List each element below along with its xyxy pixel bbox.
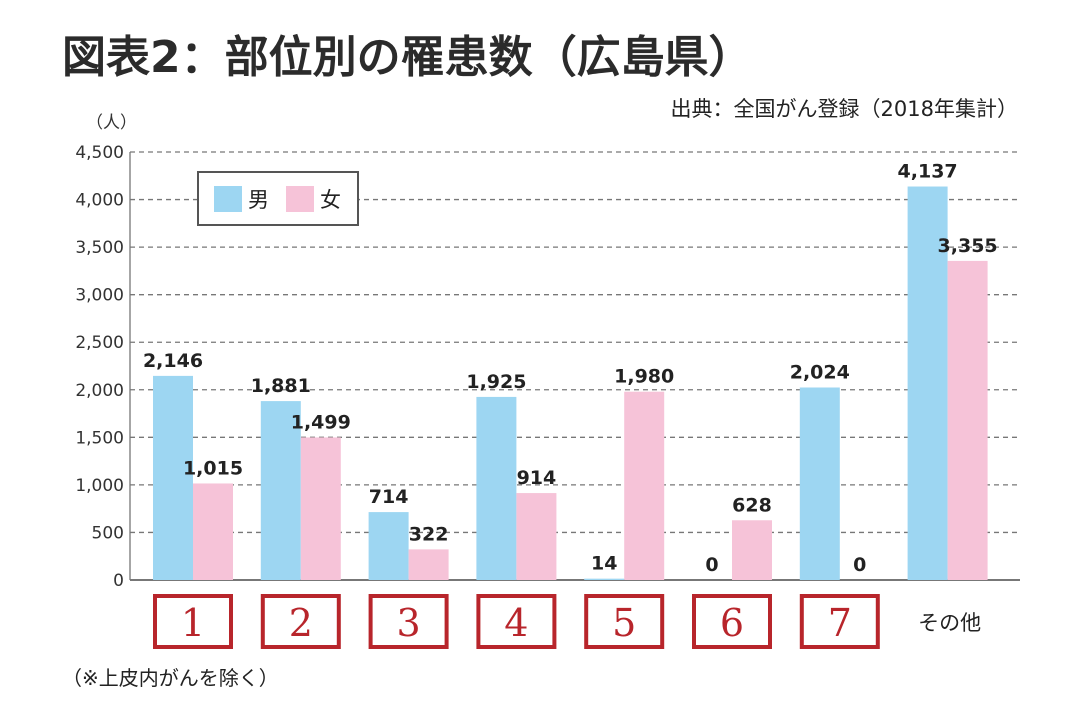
legend: 男 女 bbox=[197, 171, 359, 226]
category-box bbox=[476, 594, 557, 649]
category-box bbox=[153, 594, 233, 649]
bar-female-4 bbox=[516, 493, 557, 580]
y-tick-label: 3,000 bbox=[75, 286, 124, 306]
y-axis-unit: （人） bbox=[86, 113, 137, 133]
data-label: 0 bbox=[705, 554, 718, 576]
y-tick-label: 1,000 bbox=[75, 476, 124, 496]
bar-male-1 bbox=[153, 375, 193, 580]
data-label: 322 bbox=[409, 523, 449, 545]
data-label: 714 bbox=[369, 486, 409, 508]
data-label: 1,925 bbox=[466, 371, 526, 393]
bar-female-1 bbox=[193, 483, 233, 580]
bar-male-7 bbox=[799, 387, 840, 580]
data-label: 0 bbox=[853, 554, 866, 576]
y-tick-label: 4,000 bbox=[75, 191, 124, 211]
bar-female-8 bbox=[947, 260, 988, 580]
category-label: その他 bbox=[918, 611, 981, 635]
bar-male-4 bbox=[476, 396, 517, 580]
chart-source: 出典：全国がん登録（2018年集計） bbox=[671, 97, 1018, 121]
x-axis-categories: 1 2 3 4 5 6 7 その他 bbox=[153, 594, 981, 649]
legend-swatch-male bbox=[214, 186, 242, 212]
category-box bbox=[584, 594, 665, 649]
data-label: 1,881 bbox=[251, 375, 311, 397]
data-label: 1,015 bbox=[183, 457, 243, 479]
category-label: 5 bbox=[612, 601, 636, 645]
legend-swatch-female bbox=[286, 186, 314, 212]
data-label: 914 bbox=[517, 467, 557, 489]
category-label: 4 bbox=[504, 601, 528, 645]
bar-female-3 bbox=[408, 549, 449, 580]
data-label: 14 bbox=[591, 553, 617, 575]
y-tick-label: 500 bbox=[92, 523, 124, 543]
y-tick-label: 2,000 bbox=[75, 381, 124, 401]
footnote: （※上皮内がんを除く） bbox=[62, 666, 279, 690]
chart-title: 図表2：部位別の罹患数（広島県） bbox=[62, 32, 753, 83]
bar-male-5 bbox=[584, 578, 625, 580]
data-label: 2,024 bbox=[790, 361, 850, 383]
category-box bbox=[260, 594, 341, 649]
data-label: 628 bbox=[732, 494, 772, 516]
data-label: 1,499 bbox=[291, 411, 351, 433]
y-tick-label: 3,500 bbox=[75, 238, 124, 258]
y-tick-label: 1,500 bbox=[75, 428, 124, 448]
bar-female-5 bbox=[624, 391, 665, 580]
category-box bbox=[799, 594, 880, 649]
bar-female-6 bbox=[732, 520, 772, 580]
category-label: 3 bbox=[397, 601, 421, 645]
bar-male-2 bbox=[260, 401, 301, 580]
bar-male-8 bbox=[907, 186, 948, 580]
data-label: 2,146 bbox=[143, 350, 203, 372]
category-box bbox=[368, 594, 449, 649]
bar-male-3 bbox=[368, 512, 409, 580]
category-label: 7 bbox=[828, 601, 852, 645]
category-box bbox=[692, 594, 772, 649]
data-label: 1,980 bbox=[614, 366, 674, 388]
category-label: 2 bbox=[289, 601, 313, 645]
y-tick-label: 2,500 bbox=[75, 333, 124, 353]
data-label: 3,355 bbox=[938, 235, 998, 257]
y-axis-ticks: 0 500 1,000 1,500 2,000 2,500 3,000 3,500 4,000 4… bbox=[75, 143, 124, 591]
y-tick-label: 0 bbox=[113, 571, 124, 591]
y-tick-label: 4,500 bbox=[75, 143, 124, 163]
data-label: 4,137 bbox=[898, 161, 958, 183]
category-label: 6 bbox=[720, 601, 744, 645]
legend-label-male: 男 bbox=[248, 188, 269, 212]
bars bbox=[153, 186, 988, 580]
category-label: 1 bbox=[181, 601, 205, 645]
legend-label-female: 女 bbox=[320, 188, 341, 212]
bar-female-2 bbox=[300, 437, 341, 580]
